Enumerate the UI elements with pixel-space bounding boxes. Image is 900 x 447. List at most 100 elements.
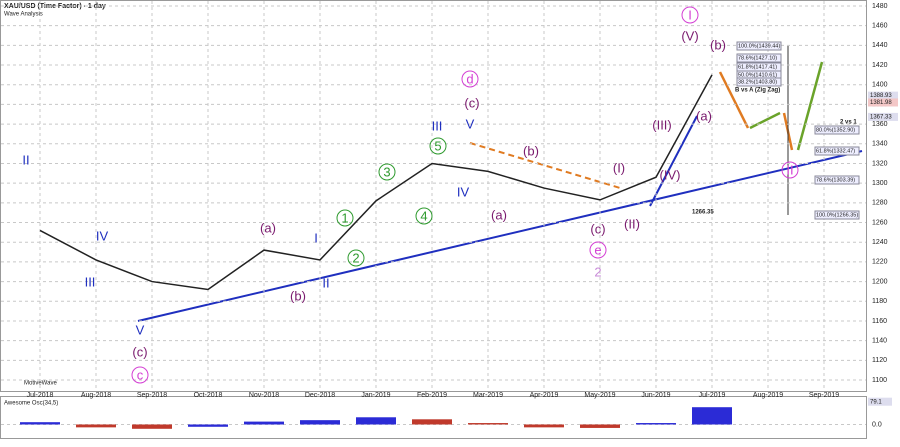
wave-label: III <box>85 274 96 289</box>
osc-bar <box>356 417 396 425</box>
trendline <box>649 115 698 207</box>
y-tick-label: 1100 <box>872 377 887 384</box>
fib-label: 38.2%(1403.80) <box>738 79 777 85</box>
wave-circle <box>378 163 396 181</box>
x-tick-label: Jul-2018 <box>27 392 54 399</box>
wave-label: III <box>432 118 443 133</box>
fib-label: 78.6%(1303.39) <box>816 177 855 183</box>
fib-label: 61.8%(1417.41) <box>738 64 777 70</box>
wave-label: e <box>594 242 601 257</box>
fib-box <box>736 41 782 51</box>
x-tick-label: Jul-2019 <box>699 392 726 399</box>
osc-bar <box>580 424 620 428</box>
osc-frame <box>0 396 867 439</box>
wave-label: II <box>322 275 329 290</box>
y-tick-label: 1280 <box>872 200 888 207</box>
wave-label: 2 <box>594 264 601 279</box>
fib-box <box>736 77 782 87</box>
price-box <box>868 98 898 107</box>
y-tick-label: 1460 <box>872 23 888 30</box>
wave-circle <box>429 137 447 155</box>
price-line <box>39 74 713 291</box>
x-tick-label: Sep-2019 <box>809 392 839 399</box>
last-value-box <box>868 397 892 406</box>
y-tick-label: 1200 <box>872 278 888 285</box>
x-tick-label: Feb-2019 <box>417 392 447 399</box>
osc-bar <box>20 422 60 425</box>
note: 2 vs 1 <box>840 120 857 126</box>
wave-label: II <box>22 152 29 167</box>
osc-bar <box>468 423 508 425</box>
y-tick-label: 1440 <box>872 42 888 49</box>
osc-bar <box>76 424 116 428</box>
chart-subtitle: Wave Analysis <box>4 12 43 18</box>
osc-bar <box>636 423 676 425</box>
price-box-label: 1388.93 <box>870 93 892 99</box>
y-tick-label: 0.0 <box>872 421 882 428</box>
wave-label: (a) <box>491 207 507 222</box>
y-tick-label: 1120 <box>872 357 887 364</box>
main-frame <box>0 0 867 392</box>
wave-label: (V) <box>681 28 698 43</box>
wave-label: (a) <box>260 220 276 235</box>
osc-bar <box>692 407 732 425</box>
wave-label: I <box>688 7 692 22</box>
wave-circle <box>589 241 607 259</box>
projection-arrow <box>749 111 781 130</box>
y-tick-label: 1400 <box>872 82 888 89</box>
x-tick-label: Jun-2019 <box>641 392 670 399</box>
y-tick-label: 1260 <box>872 219 888 226</box>
y-tick-label: 1180 <box>872 298 887 305</box>
osc-bar <box>244 421 284 425</box>
wave-label: (a) <box>696 108 712 123</box>
fib-label: 78.6%(1427.10) <box>738 55 777 61</box>
osc-title: Awesome Osc(34,5) <box>4 401 58 407</box>
price-box-label: 1381.98 <box>870 100 892 106</box>
wave-circle <box>131 366 149 384</box>
fib-box <box>814 175 860 185</box>
x-tick-label: Dec-2018 <box>305 392 335 399</box>
fib-box <box>814 125 860 135</box>
wave-label: 1 <box>341 210 348 225</box>
x-tick-label: Apr-2019 <box>530 392 559 399</box>
x-tick-label: May-2019 <box>584 392 615 399</box>
fib-label: 100.0%(1439.44) <box>738 43 780 49</box>
y-tick-label: 1320 <box>872 160 888 167</box>
y-tick-label: 1220 <box>872 259 888 266</box>
wave-label: (I) <box>613 160 625 175</box>
fib-label: 61.8%(1332.47) <box>816 148 855 154</box>
price-box-label: 1367.33 <box>870 114 892 120</box>
wave-label: (II) <box>624 216 640 231</box>
note: 1266.35 <box>692 210 714 216</box>
osc-bar <box>300 420 340 425</box>
wave-label: 2 <box>352 250 359 265</box>
y-tick-label: 1360 <box>872 121 888 128</box>
fib-label: 100.0%(1266.35) <box>816 212 858 218</box>
y-tick-label: 1240 <box>872 239 888 246</box>
fib-box <box>814 210 860 220</box>
wave-label: II <box>786 162 793 177</box>
y-tick-label: 1300 <box>872 180 888 187</box>
y-tick-label: 1140 <box>872 337 887 344</box>
wave-label: IV <box>96 228 109 243</box>
wave-circle <box>415 207 433 225</box>
wave-circle <box>781 161 799 179</box>
x-tick-label: Aug-2018 <box>81 392 111 399</box>
x-tick-label: Oct-2018 <box>194 392 223 399</box>
fib-box <box>736 53 782 63</box>
wave-circle <box>347 249 365 267</box>
wave-label: IV <box>457 184 470 199</box>
x-tick-label: Aug-2019 <box>753 392 783 399</box>
projection-arrow <box>718 71 750 129</box>
osc-bar <box>188 424 228 427</box>
wave-label: V <box>466 116 475 131</box>
resistance-line <box>469 142 621 189</box>
x-tick-label: Mar-2019 <box>473 392 503 399</box>
wave-label: I <box>314 230 318 245</box>
x-tick-label: Jan-2019 <box>361 392 390 399</box>
chart-title: XAU/USD (Time Factor) - 1 day <box>4 3 106 10</box>
wave-label: c <box>137 367 144 382</box>
wave-label: 5 <box>434 138 441 153</box>
fib-label: 80.0%(1352.90) <box>816 127 855 133</box>
